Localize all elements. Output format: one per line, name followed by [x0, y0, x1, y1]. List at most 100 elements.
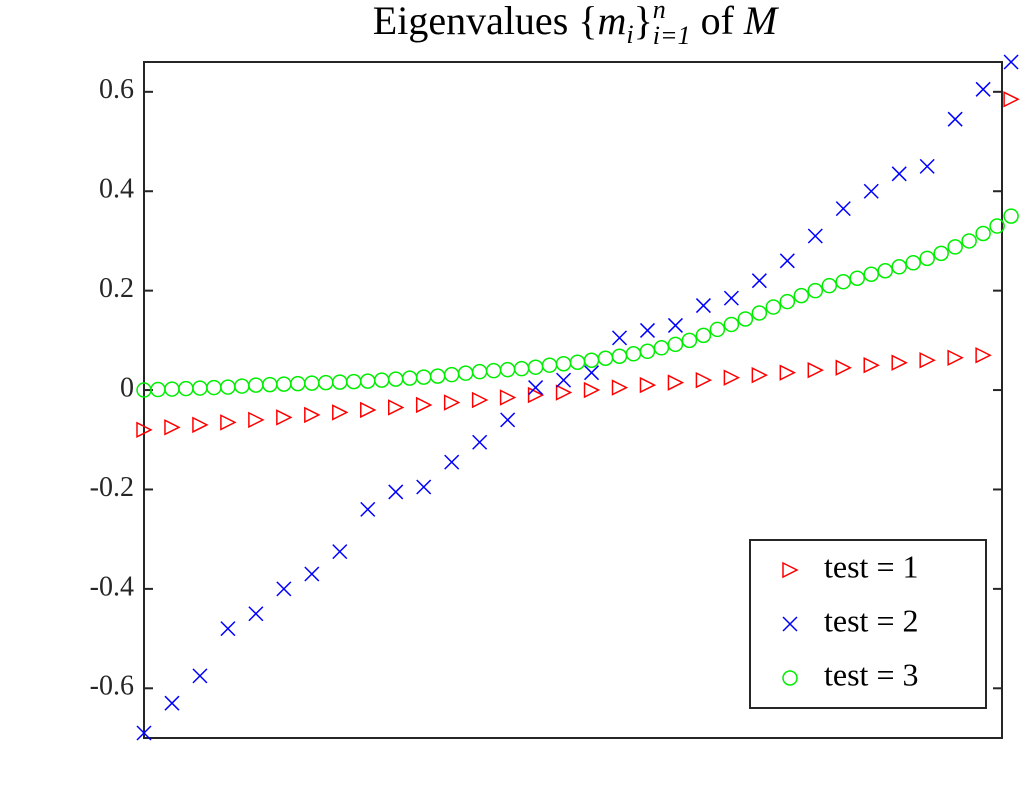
data-point — [444, 454, 460, 470]
data-point — [667, 317, 683, 333]
legend-marker — [782, 670, 798, 686]
legend-label: test = 2 — [824, 602, 918, 638]
y-tick-label: 0.6 — [99, 74, 134, 105]
data-point — [220, 379, 236, 395]
data-point — [975, 225, 991, 242]
data-point — [611, 348, 628, 365]
plot-frame — [143, 61, 1003, 739]
data-point — [374, 372, 390, 388]
y-tick-label: 0.4 — [99, 174, 134, 205]
data-point — [681, 332, 698, 349]
data-point — [751, 366, 769, 384]
data-point — [807, 228, 823, 244]
data-point — [443, 366, 460, 383]
data-point — [541, 357, 558, 373]
data-point — [304, 375, 320, 391]
data-point — [933, 245, 949, 262]
data-point — [150, 381, 166, 398]
y-tick-label: -0.4 — [90, 571, 134, 602]
data-point — [584, 365, 600, 381]
data-point — [457, 365, 474, 381]
data-point — [779, 253, 795, 269]
data-point — [751, 273, 767, 289]
data-point — [583, 381, 601, 399]
data-point — [360, 501, 376, 517]
data-point — [206, 379, 222, 396]
data-point — [527, 359, 544, 375]
data-point — [639, 343, 656, 360]
data-point — [471, 363, 488, 380]
data-point — [528, 380, 544, 396]
data-point — [332, 404, 349, 421]
data-point — [807, 361, 824, 379]
data-point — [416, 479, 432, 495]
data-point — [779, 293, 796, 310]
title-part: M — [743, 0, 780, 43]
data-point — [947, 239, 963, 255]
data-point — [667, 374, 685, 391]
data-point — [388, 484, 404, 500]
title-part: i=1 — [653, 21, 691, 50]
data-point — [807, 282, 824, 299]
data-point — [192, 668, 208, 684]
data-point — [919, 352, 936, 369]
data-point — [220, 414, 237, 431]
data-point — [276, 376, 292, 392]
data-point — [919, 250, 935, 267]
data-point — [611, 379, 629, 396]
data-point — [220, 621, 236, 637]
data-point — [863, 183, 879, 199]
data-point — [849, 270, 866, 286]
data-point — [192, 380, 208, 396]
data-point — [472, 434, 488, 450]
data-point — [625, 346, 642, 362]
data-point — [723, 290, 739, 306]
data-point — [485, 362, 502, 379]
data-point — [471, 391, 489, 409]
data-point — [304, 566, 320, 582]
data-point — [667, 336, 684, 353]
data-point — [248, 411, 265, 429]
data-point — [835, 359, 852, 376]
data-point — [415, 396, 433, 414]
y-tick-label: -0.2 — [90, 472, 134, 503]
data-point — [975, 347, 992, 364]
data-point — [276, 409, 293, 426]
data-point — [653, 340, 670, 356]
data-point — [1003, 208, 1019, 224]
data-point — [975, 81, 991, 97]
data-point — [248, 377, 264, 393]
data-point — [891, 354, 908, 371]
data-point — [360, 401, 377, 419]
data-point — [164, 419, 181, 436]
data-point — [765, 299, 782, 315]
data-point — [709, 321, 726, 338]
y-tick-label: 0.2 — [99, 273, 134, 304]
data-point — [499, 361, 516, 378]
data-point — [164, 695, 180, 711]
data-point — [332, 374, 348, 390]
data-point — [723, 316, 740, 333]
data-point — [877, 263, 893, 279]
data-point — [136, 421, 153, 439]
title-part: m — [597, 0, 626, 43]
data-point — [1003, 54, 1019, 70]
data-point — [499, 389, 517, 406]
data-point — [429, 368, 446, 384]
data-point — [751, 305, 768, 321]
data-point — [556, 372, 572, 388]
data-point — [443, 394, 461, 411]
data-point — [891, 259, 907, 275]
title-part: } — [634, 0, 653, 43]
legend-label: test = 3 — [824, 656, 918, 692]
data-point — [891, 166, 907, 182]
data-point — [583, 352, 600, 368]
data-point — [248, 606, 264, 622]
data-point — [737, 311, 754, 327]
data-point — [947, 349, 964, 366]
data-point — [415, 369, 432, 385]
data-point — [387, 371, 404, 387]
y-tick-label: 0 — [120, 372, 134, 403]
data-point — [905, 255, 921, 271]
data-point — [569, 354, 586, 370]
